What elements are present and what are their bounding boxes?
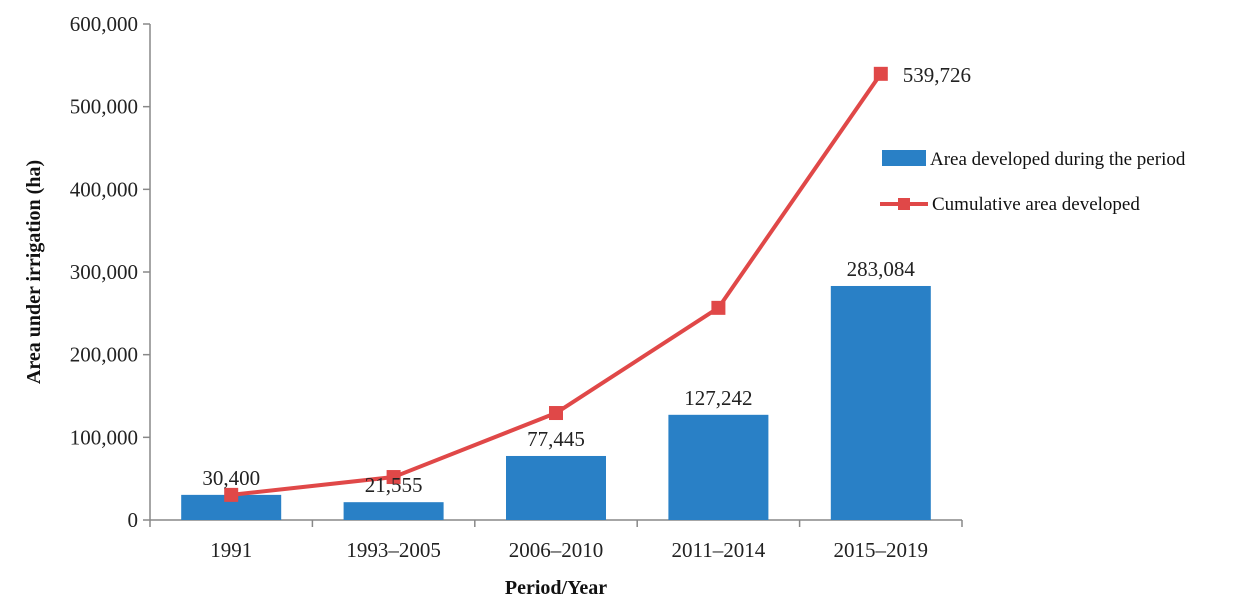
y-ticks: 0 100,000 200,000 300,000 400,000 500,000 600,… [70, 12, 150, 532]
x-category-label: 1991 [210, 538, 252, 562]
bar-value-label: 77,445 [527, 427, 585, 451]
bar [830, 285, 931, 520]
bar-value-label: 21,555 [365, 473, 423, 497]
bar [668, 414, 769, 520]
y-tick-label: 200,000 [70, 343, 138, 367]
x-category-label: 1993–2005 [346, 538, 441, 562]
legend: Area developed during the period Cumulat… [880, 149, 1186, 215]
legend-line-marker [898, 198, 910, 210]
cumulative-point-marker [224, 487, 239, 502]
x-categories: 1991 1993–2005 2006–2010 2011–2014 2015–2019 [149, 520, 963, 562]
cumulative-line [224, 66, 888, 502]
bar [343, 502, 444, 520]
data-labels: 30,400 21,555 77,445 127,242 283,084 539,726 [202, 63, 971, 497]
y-tick-label: 300,000 [70, 260, 138, 284]
bars [181, 285, 931, 520]
bar-value-label: 30,400 [202, 466, 260, 490]
y-tick-label: 500,000 [70, 95, 138, 119]
y-tick-label: 400,000 [70, 177, 138, 201]
cumulative-value-label: 539,726 [903, 63, 971, 87]
y-tick-label: 600,000 [70, 12, 138, 36]
x-category-label: 2006–2010 [509, 538, 604, 562]
cumulative-point-marker [873, 66, 888, 81]
bar-value-label: 283,084 [847, 257, 916, 281]
cumulative-point-marker [711, 300, 726, 315]
legend-bar-swatch [882, 150, 926, 166]
y-tick-label: 100,000 [70, 425, 138, 449]
bar [506, 455, 606, 520]
legend-line-label: Cumulative area developed [932, 194, 1140, 215]
y-tick-label: 0 [128, 508, 139, 532]
bar-value-label: 127,242 [684, 386, 752, 410]
x-axis-title: Period/Year [505, 577, 607, 599]
cumulative-point-marker [386, 470, 401, 485]
x-category-label: 2011–2014 [672, 538, 766, 562]
legend-bar-label: Area developed during the period [930, 149, 1186, 170]
x-category-label: 2015–2019 [834, 538, 929, 562]
cumulative-point-marker [549, 406, 563, 421]
y-axis-title: Area under irrigation (ha) [23, 160, 45, 384]
